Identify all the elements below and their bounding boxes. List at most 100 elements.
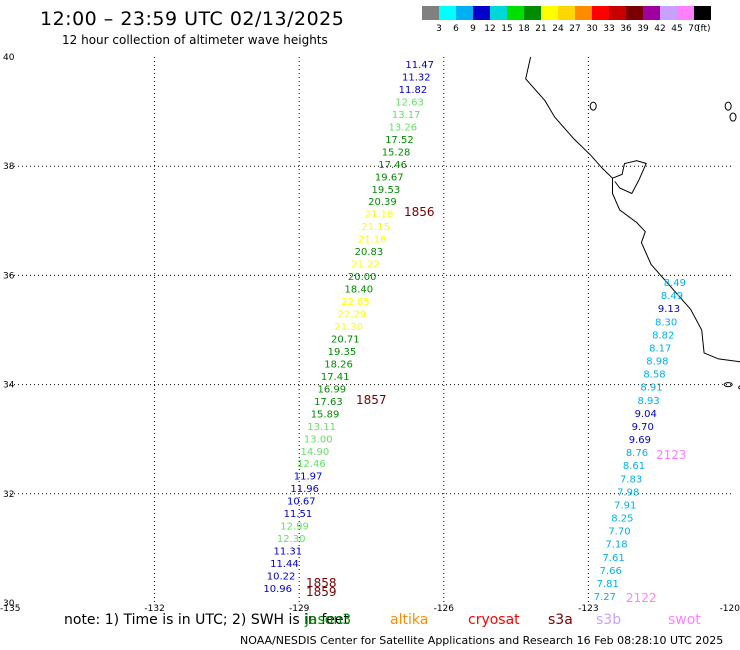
wave-height-label: 7.70 — [608, 527, 630, 538]
wave-height-label: 7.83 — [620, 474, 642, 485]
wave-height-label: 22.85 — [341, 297, 370, 308]
colorbar-label: 42 — [654, 24, 665, 34]
colorbar-swatch — [507, 6, 524, 20]
lat-tick-label: 36 — [3, 271, 15, 281]
lat-tick-label: 32 — [3, 490, 14, 500]
colorbar-swatch — [660, 6, 677, 20]
lon-tick-label: -120 — [720, 604, 740, 612]
wave-height-label: 8.17 — [649, 343, 671, 354]
wave-height-label: 13.26 — [388, 122, 417, 133]
wave-height-label: 9.13 — [658, 304, 680, 315]
wave-height-label: 12.99 — [280, 522, 309, 533]
colorbar-swatch — [439, 6, 456, 20]
pass-time-label: 2122 — [626, 591, 657, 605]
lat-lon-grid — [10, 57, 733, 603]
wave-height-label: 8.98 — [646, 357, 668, 368]
wave-height-label: 8.49 — [661, 291, 683, 302]
lon-tick-label: -135 — [0, 604, 20, 612]
wave-height-label: 8.61 — [623, 461, 645, 472]
wave-height-label: 21.15 — [361, 222, 390, 233]
colorbar-swatch — [422, 6, 439, 20]
wave-height-label: 11.51 — [284, 509, 313, 520]
colorbar-label: 12 — [484, 24, 495, 34]
colorbar-label: 39 — [637, 24, 649, 34]
colorbar-swatch — [592, 6, 609, 20]
wave-height-label: 10.96 — [263, 584, 292, 595]
wave-height-label: 13.11 — [307, 422, 336, 433]
pass-time-label: 2123 — [656, 448, 687, 462]
wave-height-label: 10.22 — [267, 572, 296, 583]
wave-height-label: 21.18 — [365, 210, 394, 221]
colorbar-swatch — [609, 6, 626, 20]
wave-height-label: 20.83 — [355, 247, 384, 258]
wave-height-label: 16.99 — [317, 384, 346, 395]
wave-height-label: 7.18 — [605, 540, 627, 551]
satellite-s3a: s3a — [548, 612, 573, 628]
wave-height-label: 18.40 — [345, 285, 374, 296]
lon-tick-label: -123 — [578, 604, 598, 612]
wave-height-label: 11.82 — [399, 85, 428, 96]
bay-path — [612, 160, 647, 195]
colorbar-swatch — [490, 6, 507, 20]
footer-note: note: 1) Time is in UTC; 2) SWH is in fe… — [64, 612, 350, 628]
wave-height-label: 11.96 — [290, 484, 319, 495]
colorbar-label: 18 — [518, 24, 530, 34]
axis-tick-labels: -135 -132 -129 -126 -123 -120 40 38 36 34 32 30 — [0, 53, 740, 612]
wave-height-label: 12.30 — [277, 534, 306, 545]
wave-height-label: 20.39 — [368, 197, 397, 208]
lat-tick-label: 30 — [3, 599, 15, 609]
wave-height-label: 8.82 — [652, 330, 674, 341]
colorbar-unit: (ft) — [697, 24, 711, 34]
wave-height-label: 18.26 — [324, 359, 353, 370]
pass-time-label: 1857 — [356, 393, 387, 407]
wave-height-label: 7.27 — [594, 592, 616, 603]
wave-height-label: 12.46 — [297, 459, 326, 470]
colorbar-swatch — [524, 6, 541, 20]
wave-height-label: 11.44 — [270, 559, 299, 570]
wave-height-label: 8.25 — [611, 514, 633, 525]
wave-height-label: 9.70 — [632, 422, 654, 433]
wave-height-label: 11.47 — [405, 60, 434, 71]
wave-height-label: 15.28 — [382, 147, 411, 158]
wave-height-label: 21.30 — [334, 322, 363, 333]
island-outline — [738, 385, 740, 390]
wave-height-label: 8.30 — [655, 317, 677, 328]
lake-outline — [724, 101, 732, 111]
wave-height-colorbar: 3 6 9 12 15 18 21 24 27 30 33 36 39 42 45 70(ft) — [422, 6, 711, 34]
wave-height-label: 7.98 — [617, 487, 639, 498]
colorbar-swatch — [677, 6, 694, 20]
wave-height-label: 21.16 — [358, 235, 387, 246]
colorbar-label: 15 — [501, 24, 512, 34]
satellite-cryosat: cryosat — [468, 612, 520, 628]
colorbar-label: 21 — [535, 24, 546, 34]
colorbar-label: 3 — [436, 24, 442, 34]
colorbar-label: 45 — [671, 24, 682, 34]
wave-height-label: 17.52 — [385, 135, 414, 146]
wave-height-label: 9.04 — [635, 409, 657, 420]
wave-height-label: 12.63 — [395, 97, 424, 108]
wave-height-label: 7.66 — [600, 566, 622, 577]
colorbar-label: 70 — [688, 24, 700, 34]
wave-height-label: 19.35 — [328, 347, 357, 358]
colorbar-label: 33 — [603, 24, 614, 34]
wave-height-label: 8.49 — [664, 278, 686, 289]
lon-tick-label: -126 — [434, 604, 455, 612]
colorbar-swatch — [643, 6, 660, 20]
wave-height-label: 19.67 — [375, 172, 404, 183]
pass-time-label: 1859 — [306, 585, 337, 599]
altimeter-map: -135 -132 -129 -126 -123 -120 40 38 36 34 32 30 11.… — [0, 53, 740, 612]
colorbar-label: 9 — [470, 24, 476, 34]
colorbar-label: 24 — [552, 24, 564, 34]
colorbar-label: 36 — [620, 24, 632, 34]
coastline-path — [525, 56, 740, 363]
colorbar-swatch — [473, 6, 490, 20]
wave-height-label: 10.67 — [287, 497, 316, 508]
satellite-swot: swot — [668, 612, 701, 628]
map-subtitle: 12 hour collection of altimeter wave hei… — [62, 33, 328, 47]
lat-tick-label: 34 — [3, 381, 15, 391]
colorbar-label: 6 — [453, 24, 459, 34]
wave-height-label: 8.76 — [626, 448, 648, 459]
wave-height-label: 8.93 — [637, 396, 659, 407]
